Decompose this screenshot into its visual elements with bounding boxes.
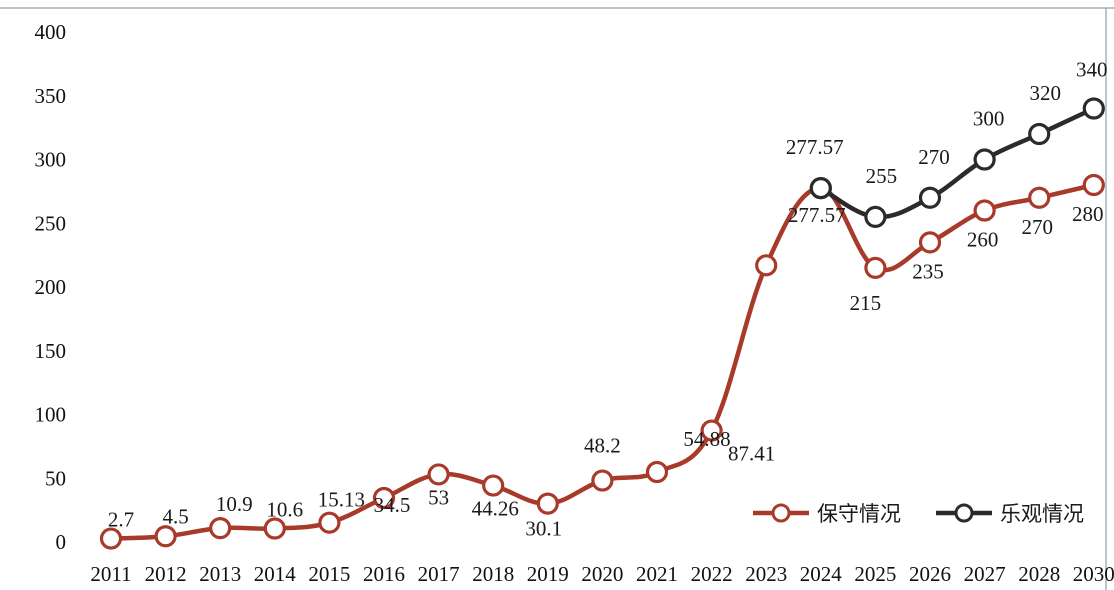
x-tick-label: 2012 (145, 562, 187, 586)
series-line-1 (818, 106, 1097, 220)
data-point (99, 527, 123, 550)
y-tick-label: 0 (56, 530, 67, 554)
data-label: 10.9 (216, 492, 253, 516)
data-label: 53 (428, 485, 449, 509)
data-point (591, 469, 614, 492)
data-point (973, 148, 996, 171)
x-tick-label: 2014 (254, 562, 297, 586)
data-label: 277.57 (786, 135, 844, 159)
data-label: 215 (850, 291, 882, 315)
y-tick-label: 200 (35, 275, 67, 299)
x-tick-label: 2028 (1018, 562, 1060, 586)
x-tick-label: 2011 (90, 562, 131, 586)
x-tick-label: 2025 (854, 562, 896, 586)
y-tick-label: 150 (35, 339, 67, 363)
data-label: 87.41 (728, 442, 775, 466)
x-tick-label: 2026 (909, 562, 951, 586)
x-tick-label: 2030 (1073, 562, 1114, 586)
data-point (209, 517, 232, 540)
data-point (263, 517, 286, 540)
data-label: 255 (866, 164, 898, 188)
data-point (318, 511, 341, 534)
data-label: 34.5 (374, 493, 411, 517)
y-axis-tick-labels: 0 50 100 150 200 250 300 350 400 (35, 20, 67, 554)
data-label: 15.13 (318, 488, 365, 512)
data-point (864, 256, 887, 279)
data-label: 4.5 (162, 504, 188, 528)
y-tick-label: 300 (35, 148, 67, 172)
data-label: 30.1 (525, 517, 562, 541)
x-tick-label: 2020 (581, 562, 623, 586)
x-tick-label: 2018 (472, 562, 514, 586)
data-point (864, 205, 887, 228)
y-tick-label: 400 (35, 20, 67, 44)
legend-label: 乐观情况 (1000, 502, 1084, 526)
data-point (1082, 173, 1105, 197)
data-label: 260 (967, 228, 999, 252)
x-tick-label: 2021 (636, 562, 678, 586)
x-tick-label: 2024 (800, 562, 843, 586)
data-point (809, 176, 832, 200)
data-label: 10.6 (266, 497, 303, 521)
data-point (918, 231, 942, 254)
data-point (427, 463, 450, 486)
x-tick-label: 2022 (691, 562, 733, 586)
data-point (154, 525, 177, 548)
data-point (372, 486, 396, 510)
data-label: 270 (1021, 215, 1053, 239)
y-tick-label: 50 (45, 466, 66, 490)
data-label: 340 (1076, 58, 1108, 82)
x-tick-label: 2015 (308, 562, 350, 586)
data-point (755, 254, 778, 277)
x-tick-label: 2019 (527, 562, 569, 586)
data-label: 300 (973, 107, 1005, 131)
x-tick-label: 2027 (964, 562, 1006, 586)
legend-label: 保守情况 (817, 502, 901, 526)
y-tick-label: 100 (35, 403, 67, 427)
y-tick-label: 250 (35, 211, 67, 235)
legend-marker (954, 503, 974, 523)
data-point (700, 419, 723, 442)
data-label: 54.88 (683, 427, 730, 451)
data-label: 270 (918, 145, 950, 169)
data-point (482, 474, 505, 497)
x-tick-label: 2013 (199, 562, 241, 586)
data-label: 277.57 (788, 203, 846, 227)
data-label: 235 (912, 259, 944, 283)
data-point (645, 460, 669, 484)
x-axis-tick-labels: 2011 2012 2013 2014 2015 2016 2017 2018 2019 2020… (90, 562, 1114, 586)
legend-marker (771, 503, 791, 523)
series-points (99, 97, 1105, 550)
data-label: 280 (1072, 202, 1104, 226)
x-tick-label: 2016 (363, 562, 405, 586)
data-point (1028, 122, 1051, 146)
data-label: 320 (1029, 81, 1061, 105)
data-label: 48.2 (584, 434, 621, 458)
data-point (918, 186, 942, 209)
y-tick-label: 350 (35, 84, 67, 108)
data-point (1028, 186, 1051, 209)
data-label: 2.7 (108, 508, 134, 532)
data-point (536, 492, 559, 515)
x-tick-label: 2023 (745, 562, 787, 586)
x-tick-label: 2017 (418, 562, 460, 586)
data-point (973, 199, 996, 222)
legend: 保守情况 乐观情况 (753, 502, 1084, 526)
data-point (1082, 97, 1105, 120)
data-label: 44.26 (472, 497, 519, 521)
